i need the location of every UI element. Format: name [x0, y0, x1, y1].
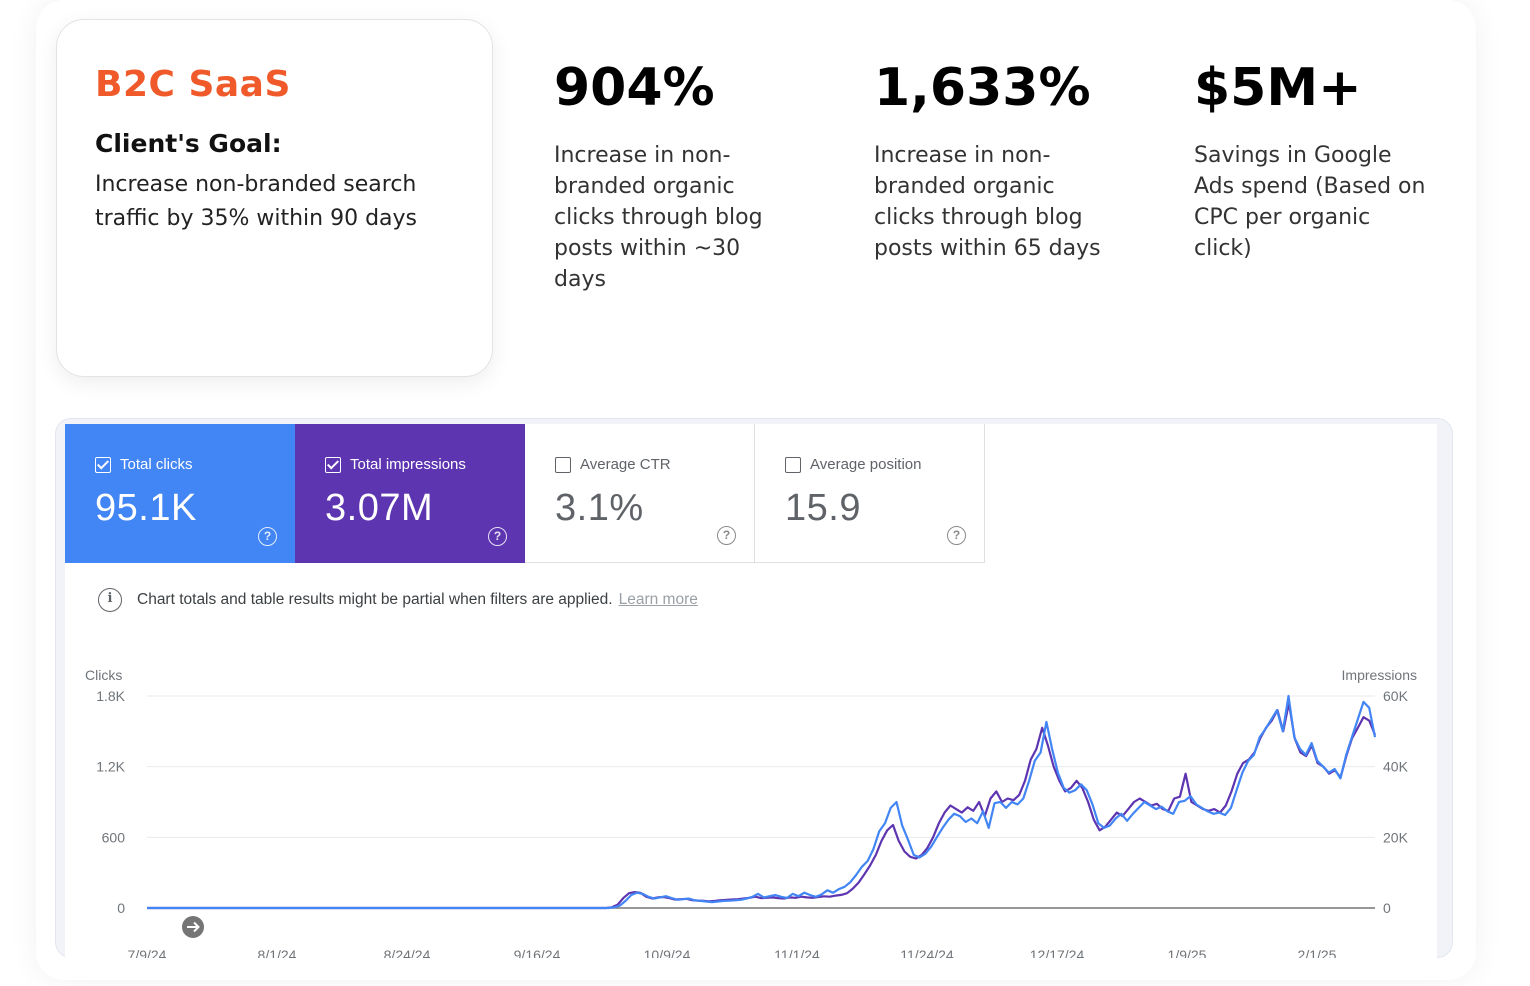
right-axis-title: Impressions	[1342, 667, 1417, 683]
right-tick-label: 60K	[1383, 688, 1409, 704]
goal-card: B2C SaaS Client's Goal: Increase non-bra…	[56, 19, 493, 377]
stat-ads-savings: $5M+ Savings in Google Ads spend (Based …	[1194, 58, 1434, 264]
x-tick-label: 10/9/24	[644, 947, 691, 958]
metric-label: Total clicks	[120, 456, 193, 473]
help-icon[interactable]: ?	[258, 527, 277, 546]
x-tick-label: 9/16/24	[514, 947, 561, 958]
left-tick-label: 600	[102, 829, 126, 845]
x-tick-label: 7/9/24	[128, 947, 167, 958]
help-icon[interactable]: ?	[488, 527, 507, 546]
x-tick-label: 8/1/24	[258, 947, 297, 958]
metric-tab-total-clicks[interactable]: Total clicks 95.1K ?	[65, 424, 295, 563]
chart-series	[147, 694, 1377, 910]
metric-tab-average-ctr[interactable]: Average CTR 3.1% ?	[525, 424, 755, 563]
metric-value: 95.1K	[95, 487, 197, 529]
stat-description: Increase in non-branded organic clicks t…	[874, 143, 1101, 261]
metric-tab-total-impressions[interactable]: Total impressions 3.07M ?	[295, 424, 525, 563]
stat-value: 1,633%	[874, 58, 1091, 118]
metric-value: 15.9	[785, 487, 861, 529]
x-tick-label: 2/1/25	[1298, 947, 1337, 958]
metric-value: 3.07M	[325, 487, 434, 529]
left-tick-label: 0	[117, 900, 125, 916]
filter-notice: i Chart totals and table results might b…	[98, 588, 698, 612]
help-icon[interactable]: ?	[947, 526, 966, 545]
metric-value: 3.1%	[555, 487, 644, 529]
left-tick-label: 1.2K	[96, 759, 125, 775]
series-line-clicks	[147, 694, 1377, 910]
search-console-panel: Total clicks 95.1K ? Total impressions 3…	[65, 424, 1437, 958]
performance-chart: Clicks Impressions 0 0 600 20K 1.2K 40K 1.8K 60K 7…	[85, 667, 1417, 958]
x-tick-label: 11/24/24	[900, 947, 954, 958]
metric-label: Total impressions	[350, 456, 466, 473]
scroll-arrow-button[interactable]	[182, 916, 204, 938]
series-line-impressions	[147, 702, 1377, 910]
checkbox-checked-icon[interactable]	[325, 456, 341, 473]
notice-text: Chart totals and table results might be …	[137, 591, 613, 608]
stat-value: 904%	[554, 58, 715, 118]
right-tick-label: 40K	[1383, 759, 1409, 775]
checkbox-unchecked-icon[interactable]	[785, 456, 801, 473]
chart-axes: Clicks Impressions 0 0 600 20K 1.2K 40K 1.8K 60K 7…	[85, 667, 1417, 958]
left-tick-label: 1.8K	[96, 688, 125, 704]
stat-clicks-30-days: 904% Increase in non-branded organic cli…	[554, 58, 794, 295]
right-tick-label: 0	[1383, 900, 1391, 916]
metric-label: Average position	[810, 456, 922, 473]
goal-text: Increase non-branded search traffic by 3…	[95, 172, 418, 231]
x-tick-label: 8/24/24	[384, 947, 431, 958]
chart-grid	[147, 695, 1375, 909]
x-tick-label: 1/9/25	[1168, 947, 1207, 958]
arrow-right-icon	[187, 921, 200, 933]
stat-description: Savings in Google Ads spend (Based on CP…	[1194, 143, 1426, 261]
metric-label: Average CTR	[580, 456, 671, 473]
x-tick-label: 12/17/24	[1030, 947, 1085, 958]
checkbox-unchecked-icon[interactable]	[555, 456, 571, 473]
help-icon[interactable]: ?	[717, 526, 736, 545]
x-tick-label: 11/1/24	[774, 947, 820, 958]
info-icon: i	[98, 588, 122, 612]
right-tick-label: 20K	[1383, 829, 1409, 845]
goal-title: B2C SaaS	[95, 64, 291, 105]
learn-more-link[interactable]: Learn more	[618, 591, 698, 608]
stat-description: Increase in non-branded organic clicks t…	[554, 143, 763, 292]
goal-heading: Client's Goal:	[95, 129, 282, 158]
stat-value: $5M+	[1194, 58, 1362, 118]
left-axis-title: Clicks	[85, 667, 122, 683]
checkbox-checked-icon[interactable]	[95, 456, 111, 473]
metric-tab-average-position[interactable]: Average position 15.9 ?	[755, 424, 985, 563]
stat-clicks-65-days: 1,633% Increase in non-branded organic c…	[874, 58, 1114, 264]
